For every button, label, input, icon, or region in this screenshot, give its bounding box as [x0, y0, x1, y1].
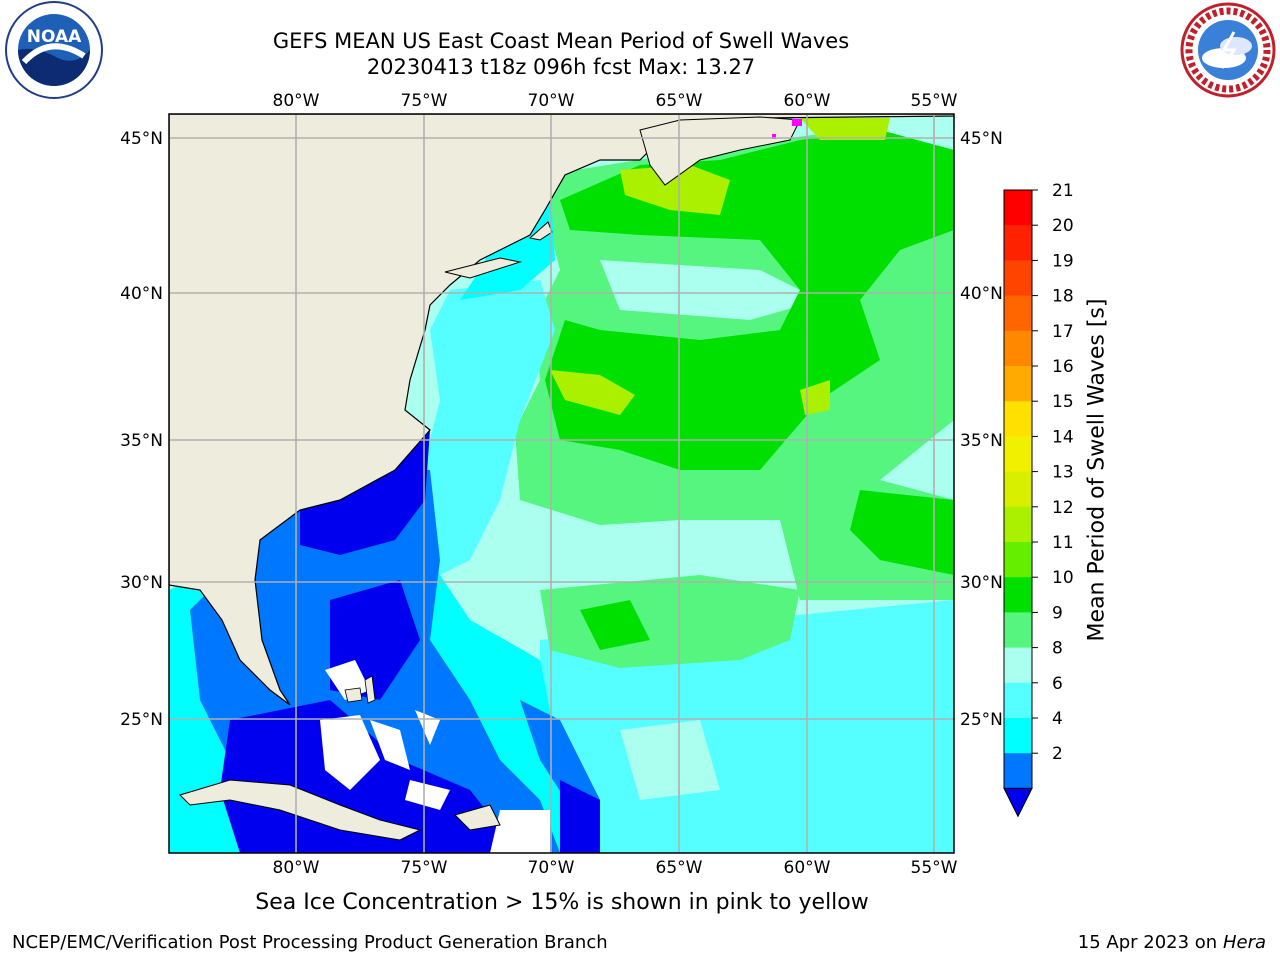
colorbar-segment — [1004, 506, 1032, 543]
lat-label-left: 45°N — [120, 129, 163, 149]
colorbar-tick-label: 6 — [1052, 674, 1063, 694]
colorbar-segment — [1004, 577, 1032, 613]
colorbar-segment — [1004, 401, 1032, 437]
colorbar-tick-label: 17 — [1052, 322, 1074, 342]
colorbar-segment — [1004, 471, 1032, 508]
lat-label-right: 35°N — [960, 431, 1003, 451]
lon-label-top: 60°W — [784, 91, 831, 111]
lat-label-left: 30°N — [120, 573, 163, 593]
sea-ice-note: Sea Ice Concentration > 15% is shown in … — [255, 890, 869, 915]
colorbar-segment — [1004, 366, 1032, 402]
colorbar-segment — [1004, 718, 1032, 754]
colorbar-segment — [1004, 612, 1032, 649]
lat-label-right: 30°N — [960, 573, 1003, 593]
colorbar-tick-label: 21 — [1052, 181, 1074, 201]
lon-label-bottom: 75°W — [401, 858, 448, 878]
colorbar-tick-label: 9 — [1052, 603, 1063, 623]
lon-label-top: 55°W — [911, 91, 958, 111]
national-weather-service-logo — [1180, 2, 1276, 98]
cuba-land — [179, 779, 422, 841]
lat-label-right: 40°N — [960, 284, 1003, 304]
colorbar-tick-label: 15 — [1052, 392, 1074, 412]
colorbar-tick-label: 20 — [1052, 216, 1074, 236]
map-subtitle: 20230413 t18z 096h fcst Max: 13.27 — [366, 55, 756, 79]
lat-label-right: 25°N — [960, 710, 1003, 730]
swell-12-13s-region — [620, 165, 730, 215]
colorbar-tick-label: 4 — [1052, 709, 1063, 729]
colorbar-underflow-arrow — [1003, 787, 1033, 818]
colorbar-tick-label: 2 — [1052, 744, 1063, 764]
swell-10-11s-region — [545, 130, 954, 470]
lat-label-left: 35°N — [120, 431, 163, 451]
footer-date-text: 15 Apr 2023 on — [1077, 932, 1223, 953]
colorbar-tick-label: 16 — [1052, 357, 1074, 377]
colorbar-tick-label: 18 — [1052, 287, 1074, 307]
colorbar-tick-label: 14 — [1052, 427, 1074, 447]
colorbar-tick-label: 8 — [1052, 639, 1063, 659]
colorbar-tick-label: 12 — [1052, 498, 1074, 518]
colorbar-segment — [1004, 682, 1032, 719]
lat-label-left: 25°N — [120, 710, 163, 730]
footer-credit: NCEP/EMC/Verification Post Processing Pr… — [12, 932, 608, 953]
colorbar-label: Mean Period of Swell Waves [s] — [1084, 298, 1110, 642]
noaa-logo-text: NOAA — [27, 27, 82, 47]
colorbar-segment — [1004, 330, 1032, 367]
lon-label-bottom: 80°W — [273, 858, 320, 878]
colorbar-segment — [1004, 190, 1032, 226]
lon-label-top: 70°W — [528, 91, 575, 111]
colorbar-segment — [1004, 225, 1032, 261]
map-frame — [168, 113, 955, 854]
lon-label-bottom: 70°W — [528, 858, 575, 878]
lat-label-left: 40°N — [120, 284, 163, 304]
lon-label-top: 65°W — [656, 91, 703, 111]
lon-label-bottom: 60°W — [784, 858, 831, 878]
colorbar-tick-label: 13 — [1052, 463, 1074, 483]
colorbar-segment — [1004, 647, 1032, 684]
colorbar-tick-label: 19 — [1052, 251, 1074, 271]
noaa-logo: NOAA — [5, 1, 103, 99]
colorbar-segment — [1004, 436, 1032, 473]
lon-label-bottom: 65°W — [656, 858, 703, 878]
colorbar-segment — [1004, 542, 1032, 578]
nova-scotia-land — [639, 116, 801, 186]
footer-date: 15 Apr 2023 on Hera — [1078, 932, 1266, 953]
sea-ice-marker — [792, 119, 802, 126]
colorbar-tick-label: 10 — [1052, 568, 1074, 588]
lat-label-right: 45°N — [960, 129, 1003, 149]
colorbar: 21 20 19 18 17 16 15 14 13 12 11 10 9 8 6 4 2 — [1003, 181, 1074, 818]
map-title: GEFS MEAN US East Coast Mean Period of S… — [272, 29, 850, 53]
colorbar-segment — [1004, 295, 1032, 332]
lon-label-bottom: 55°W — [911, 858, 958, 878]
colorbar-segment — [1004, 753, 1032, 789]
graticule — [169, 114, 954, 853]
colorbar-tick-label: 11 — [1052, 533, 1074, 553]
footer-host: Hera — [1222, 932, 1266, 953]
colorbar-frame — [1003, 189, 1033, 789]
no-data-bahamas — [320, 715, 380, 790]
lon-label-top: 75°W — [401, 91, 448, 111]
colorbar-segment — [1004, 260, 1032, 297]
lon-label-top: 80°W — [273, 91, 320, 111]
